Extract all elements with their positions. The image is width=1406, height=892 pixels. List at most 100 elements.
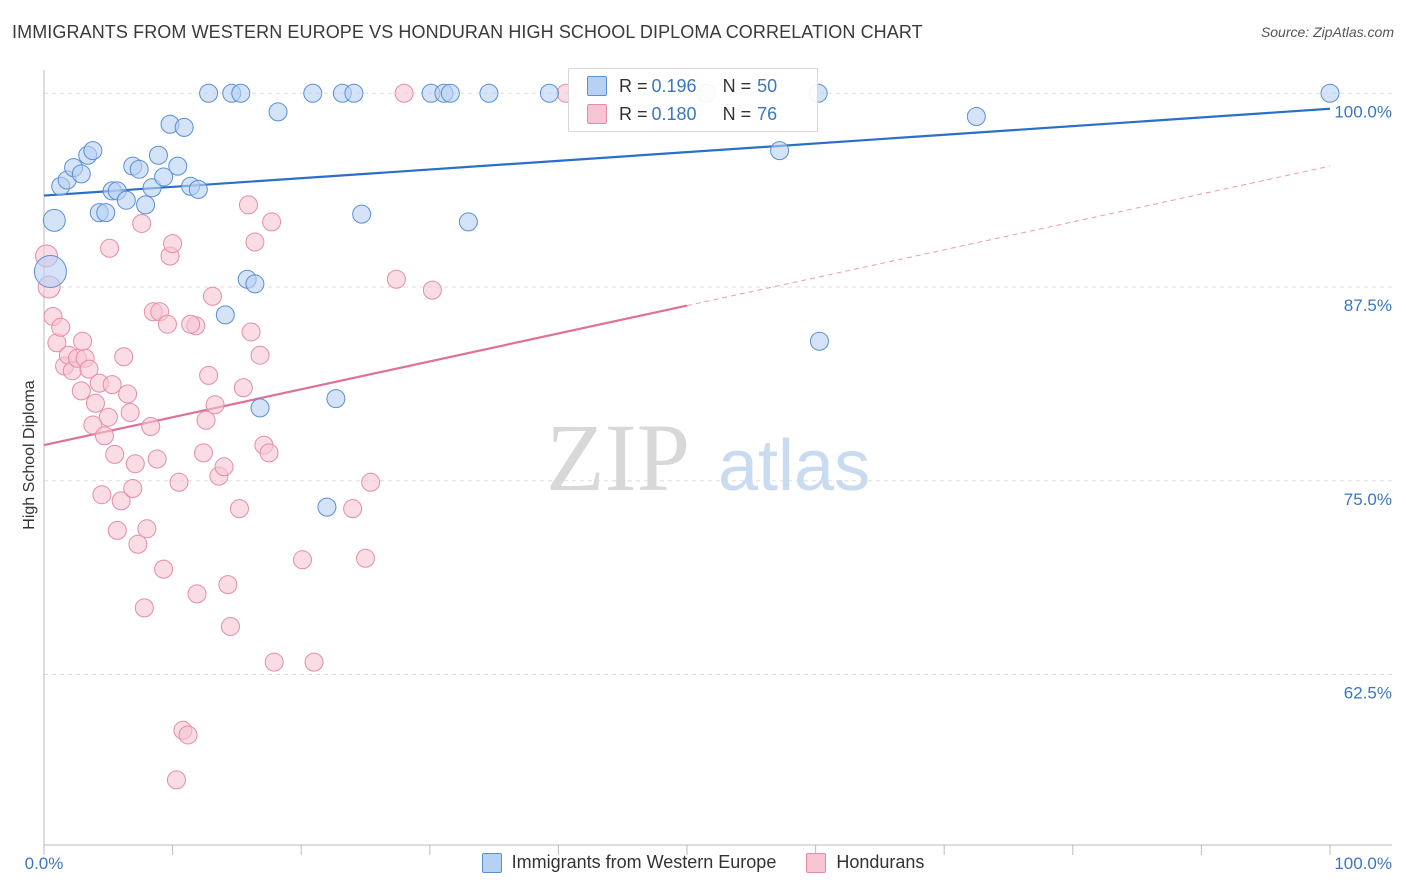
source-label: Source: ZipAtlas.com <box>1260 24 1394 40</box>
point-hondurans <box>94 426 114 446</box>
point-western-europe <box>136 195 156 215</box>
x-tick-label-max: 100.0% <box>1334 854 1392 873</box>
point-western-europe <box>303 83 323 103</box>
point-hondurans <box>73 331 93 351</box>
legend-row-western-europe: R = 0.196 N = 50 <box>587 74 777 98</box>
point-hondurans <box>394 83 414 103</box>
point-western-europe <box>188 179 208 199</box>
point-western-europe <box>174 117 194 137</box>
point-hondurans <box>118 384 138 404</box>
point-hondurans <box>205 395 225 415</box>
data-points <box>33 83 1340 790</box>
point-western-europe <box>168 156 188 176</box>
point-western-europe <box>199 83 219 103</box>
point-hondurans <box>105 444 125 464</box>
point-hondurans <box>120 403 140 423</box>
point-western-europe <box>245 274 265 294</box>
point-western-europe <box>215 305 235 325</box>
x-tick-labels: 0.0% 100.0% <box>25 854 1392 873</box>
point-hondurans <box>178 725 198 745</box>
point-hondurans <box>147 449 167 469</box>
y-tick-label: 75.0% <box>1344 490 1392 509</box>
point-western-europe <box>539 83 559 103</box>
n-value: 50 <box>757 75 778 96</box>
point-hondurans <box>193 443 213 463</box>
point-hondurans <box>386 269 406 289</box>
point-hondurans <box>214 457 234 477</box>
pink-swatch <box>806 852 827 873</box>
point-hondurans <box>102 375 122 395</box>
watermark-atlas: atlas <box>718 426 870 506</box>
point-hondurans <box>356 548 375 568</box>
point-hondurans <box>241 322 261 342</box>
point-hondurans <box>79 359 99 379</box>
n-label: N = <box>722 75 752 96</box>
blue-swatch <box>481 852 502 873</box>
blue-swatch <box>587 76 607 96</box>
r-label: R = <box>619 103 648 124</box>
y-tick-label: 87.5% <box>1344 296 1392 315</box>
watermark-zip: ZIP <box>546 404 690 511</box>
r-value: 0.180 <box>651 103 697 124</box>
point-western-europe <box>71 164 91 184</box>
point-western-europe <box>770 141 790 161</box>
point-hondurans <box>100 238 120 258</box>
point-western-europe <box>317 497 337 517</box>
point-western-europe <box>1320 83 1340 103</box>
point-hondurans <box>233 378 253 398</box>
point-hondurans <box>169 472 189 492</box>
point-hondurans <box>250 345 270 365</box>
point-hondurans <box>292 550 312 570</box>
point-hondurans <box>259 443 279 463</box>
point-hondurans <box>264 652 284 672</box>
point-hondurans <box>166 770 186 790</box>
r-value: 0.196 <box>651 75 697 96</box>
point-hondurans <box>137 519 157 539</box>
correlation-legend: R = 0.196 N = 50 R = 0.180 N = 76 <box>568 68 818 132</box>
point-western-europe <box>154 167 174 187</box>
point-hondurans <box>132 213 152 233</box>
point-hondurans <box>51 317 71 337</box>
point-hondurans <box>422 280 442 300</box>
point-hondurans <box>157 314 177 334</box>
point-hondurans <box>83 415 103 435</box>
chart-title: IMMIGRANTS FROM WESTERN EUROPE VS HONDUR… <box>12 22 923 42</box>
point-hondurans <box>107 520 127 540</box>
point-hondurans <box>238 195 258 215</box>
series-legend: Immigrants from Western Europe Hondurans <box>0 852 1406 873</box>
point-western-europe <box>142 178 162 198</box>
point-hondurans <box>128 534 148 554</box>
point-hondurans <box>114 347 134 367</box>
point-western-europe <box>96 203 116 223</box>
point-western-europe <box>268 102 288 122</box>
point-hondurans <box>123 479 143 498</box>
trend-line-western-europe <box>43 107 1331 197</box>
point-hondurans <box>111 491 131 511</box>
legend-item-western-europe[interactable]: Immigrants from Western Europe <box>481 852 777 873</box>
watermark: ZIP atlas <box>546 404 870 511</box>
point-hondurans <box>220 616 240 636</box>
point-hondurans <box>343 499 363 519</box>
point-western-europe <box>129 159 149 179</box>
point-hondurans <box>196 410 216 430</box>
point-western-europe <box>344 83 364 103</box>
point-hondurans <box>134 598 154 618</box>
point-western-europe <box>479 83 499 103</box>
trend-line-hondurans-dashed <box>686 165 1331 307</box>
legend-row-hondurans: R = 0.180 N = 76 <box>587 102 777 126</box>
point-western-europe <box>440 83 460 103</box>
legend-item-hondurans[interactable]: Hondurans <box>806 852 924 873</box>
y-tick-labels: 62.5% 75.0% 87.5% 100.0% <box>1334 102 1392 702</box>
point-western-europe <box>326 389 346 409</box>
point-hondurans <box>92 485 112 505</box>
legend-label: Hondurans <box>836 852 925 872</box>
point-western-europe <box>148 145 168 165</box>
point-western-europe <box>83 141 103 161</box>
point-hondurans <box>187 584 207 604</box>
point-western-europe <box>809 331 829 351</box>
point-western-europe <box>231 83 251 103</box>
x-tick-label-min: 0.0% <box>25 854 64 873</box>
legend-label: Immigrants from Western Europe <box>511 852 777 872</box>
point-western-europe <box>458 212 478 232</box>
